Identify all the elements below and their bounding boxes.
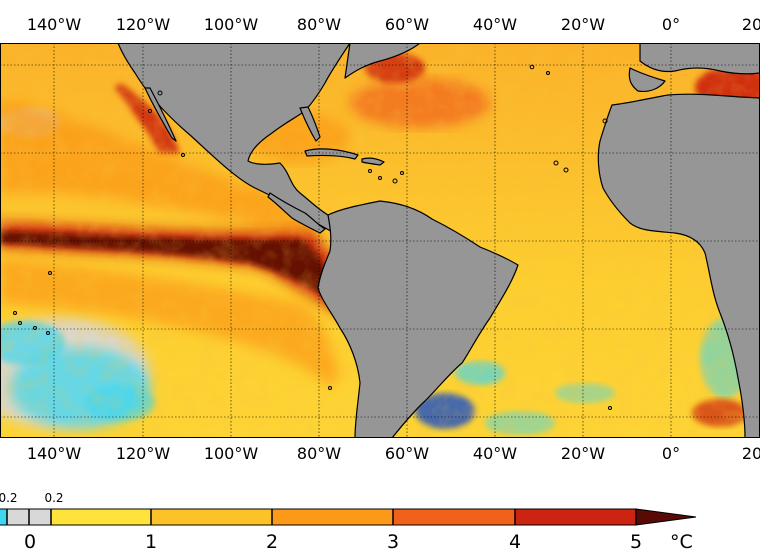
colorbar-extension-arrow: [636, 509, 696, 525]
lon-label-20w-bottom: 20°W: [560, 444, 606, 463]
lon-label-0: 0°: [661, 15, 681, 34]
colorbar-dividers: [6, 509, 637, 525]
colorbar-tick-2: 2: [265, 531, 279, 553]
lon-label-120w: 120°W: [115, 15, 171, 34]
islands: [13, 64, 612, 410]
lon-label-80w-bottom: 80°W: [296, 444, 342, 463]
south-america: [317, 200, 519, 438]
europe-south: [628, 67, 666, 93]
lon-label-20w: 20°W: [560, 15, 606, 34]
northeast-canada: [344, 43, 421, 79]
map-canvas: [0, 43, 760, 438]
lon-label-20e: 20°: [741, 15, 760, 34]
cuba: [304, 148, 359, 160]
lon-label-100w-bottom: 100°W: [203, 444, 259, 463]
colorbar-tick-3: 3: [386, 531, 400, 553]
colorbar-tick-4: 4: [508, 531, 522, 553]
graticule: [0, 43, 760, 438]
africa: [597, 93, 760, 438]
iberia: [639, 43, 760, 75]
lon-label-40w: 40°W: [472, 15, 518, 34]
colorbar-outline: [0, 508, 697, 526]
lon-label-60w: 60°W: [384, 15, 430, 34]
land-masses: [117, 43, 760, 438]
lon-label-40w-bottom: 40°W: [472, 444, 518, 463]
baja-california: [144, 87, 177, 142]
colorbar-tick-5: 5: [629, 531, 643, 553]
colorbar: [0, 508, 697, 526]
colorbar-small-tick-neg: 0.2: [0, 491, 18, 505]
lon-label-80w: 80°W: [296, 15, 342, 34]
lon-label-140w: 140°W: [26, 15, 82, 34]
sst-anomaly-map: [0, 43, 760, 438]
colorbar-tick-1: 1: [144, 531, 158, 553]
lon-label-60w-bottom: 60°W: [384, 444, 430, 463]
colorbar-segments: [0, 509, 636, 525]
central-america: [267, 192, 326, 234]
colorbar-unit-label: °C: [670, 531, 693, 553]
florida: [299, 106, 321, 142]
lon-label-100w: 100°W: [203, 15, 259, 34]
colorbar-small-tick-pos: 0.2: [44, 491, 64, 505]
lon-label-20e-bottom: 20°: [741, 444, 760, 463]
lon-label-140w-bottom: 140°W: [26, 444, 82, 463]
hispaniola: [361, 157, 385, 166]
lon-label-0-bottom: 0°: [661, 444, 681, 463]
colorbar-tick-0: 0: [23, 531, 37, 553]
lon-label-120w-bottom: 120°W: [115, 444, 171, 463]
